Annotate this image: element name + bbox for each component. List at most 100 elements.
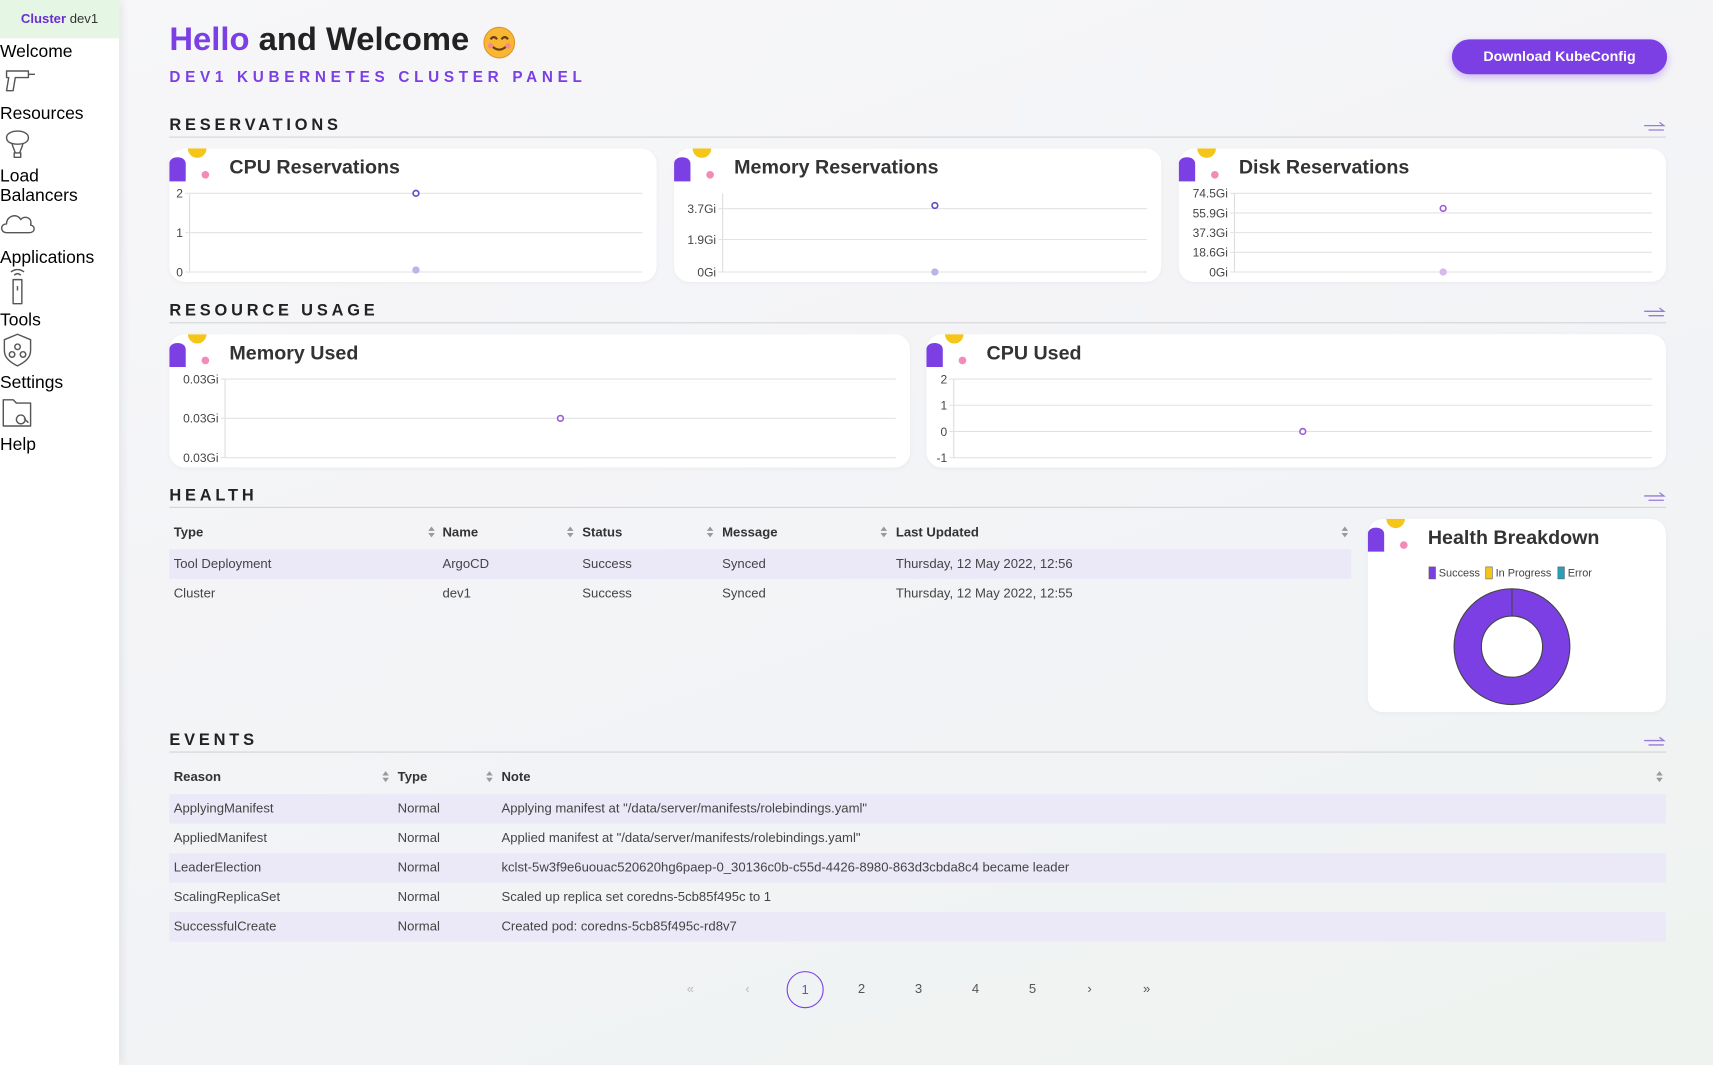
- y-tick-label: 74.5Gi: [1193, 187, 1228, 201]
- table-cell: Normal: [397, 859, 440, 875]
- sort-icon[interactable]: [381, 769, 390, 784]
- nav-item[interactable]: Tools: [0, 268, 119, 331]
- chart-title: Memory Reservations: [734, 156, 939, 179]
- icon-shape: [10, 268, 25, 305]
- icon-shape: [0, 215, 35, 234]
- page-button[interactable]: ›: [1087, 980, 1092, 997]
- deco-dot: [201, 170, 210, 179]
- card-decoration: [674, 148, 714, 182]
- icon-shape: [1644, 121, 1666, 131]
- sort-icon[interactable]: [566, 524, 575, 539]
- smile-emoji: [483, 26, 516, 59]
- section-title: HEALTH: [169, 486, 258, 505]
- nav-icon: [10, 268, 25, 305]
- y-tick-label: 55.9Gi: [1193, 206, 1228, 220]
- chart-card: Memory Used 0.03Gi 0.03Gi 0.03Gi: [169, 334, 911, 468]
- deco-sun: [1197, 148, 1216, 158]
- chart: 0 1 2: [176, 187, 643, 279]
- download-kubeconfig-button[interactable]: Download KubeConfig: [1451, 39, 1668, 75]
- icon-shape: [5, 130, 30, 159]
- y-tick-label: 18.6Gi: [1193, 246, 1228, 260]
- nav-item[interactable]: Help: [0, 393, 119, 455]
- nav-item[interactable]: Load Balancers: [0, 125, 119, 207]
- table-cell: Scaled up replica set coredns-5cb85f495c…: [501, 889, 772, 905]
- chart-card: CPU Used -1 0 1 2: [926, 334, 1667, 468]
- table-cell: ScalingReplicaSet: [173, 889, 281, 905]
- section-title: EVENTS: [169, 730, 258, 750]
- legend-swatch: [1557, 566, 1565, 580]
- table-cell: Created pod: coredns-5cb85f495c-rd8v7: [501, 918, 737, 934]
- y-tick-label: 1: [940, 399, 947, 413]
- table-cell: ArgoCD: [442, 555, 490, 572]
- health-donut: Success In Progress Error: [1428, 566, 1592, 706]
- data-point: [1439, 268, 1447, 276]
- subtitle: DEV1 KUBERNETES CLUSTER PANEL: [169, 67, 587, 86]
- chart-card: CPU Reservations 0 1 2: [169, 148, 657, 282]
- sort-icon[interactable]: [706, 524, 715, 539]
- nav-label: Resources: [0, 104, 84, 124]
- nav-label: Welcome: [0, 42, 73, 62]
- page-button[interactable]: »: [1142, 980, 1151, 997]
- page-button[interactable]: ‹: [745, 980, 750, 997]
- deco-sun: [1386, 518, 1405, 529]
- page-button[interactable]: 1: [786, 971, 824, 1009]
- collapse-icon[interactable]: [1642, 490, 1668, 503]
- collapse-icon[interactable]: [1642, 120, 1668, 133]
- sort-icon[interactable]: [427, 524, 436, 539]
- page-button[interactable]: 2: [857, 980, 866, 997]
- table-cell: Synced: [722, 585, 766, 601]
- nav-item[interactable]: Settings: [0, 331, 119, 393]
- y-tick-label: 3.7Gi: [687, 202, 716, 216]
- collapse-icon[interactable]: [1642, 306, 1668, 319]
- nav-item[interactable]: Resources: [0, 62, 119, 124]
- table-cell: Normal: [397, 889, 440, 905]
- page-button[interactable]: 4: [971, 980, 980, 997]
- cluster-badge: Cluster dev1: [0, 0, 120, 39]
- sort-icon[interactable]: [879, 524, 888, 539]
- page-button[interactable]: 3: [914, 980, 923, 997]
- column-header: Type: [397, 768, 428, 785]
- row-highlight: [169, 853, 1667, 883]
- page-button[interactable]: «: [686, 980, 695, 997]
- health-breakdown-card: Health Breakdown Success In Progress Error: [1367, 518, 1667, 713]
- icon-shape: [1644, 307, 1666, 317]
- column-header: Message: [722, 524, 778, 540]
- column-header: Reason: [173, 768, 222, 785]
- deco-sun: [187, 334, 207, 344]
- hello: Hello: [169, 21, 250, 58]
- section-divider: [169, 751, 1667, 753]
- table-cell: Thursday, 12 May 2022, 12:56: [895, 555, 1073, 572]
- y-tick-label: 37.3Gi: [1193, 226, 1228, 240]
- sort-icon[interactable]: [485, 769, 494, 784]
- nav-label: Load Balancers: [0, 167, 78, 206]
- nav-item[interactable]: Applications: [0, 206, 119, 268]
- table-cell: Cluster: [173, 585, 216, 601]
- sort-icon[interactable]: [1340, 524, 1349, 539]
- y-tick-label: 0: [176, 265, 183, 279]
- card-decoration: [169, 148, 210, 182]
- deco-sun: [692, 148, 712, 158]
- icon-shape: [1644, 736, 1666, 746]
- icon-shape: [2, 399, 32, 427]
- deco-dot: [201, 356, 210, 365]
- nav-icon: [5, 130, 30, 159]
- card-decoration: [1367, 518, 1408, 552]
- page-button[interactable]: 5: [1028, 980, 1037, 997]
- collapse-icon[interactable]: [1642, 735, 1668, 748]
- column-header: Type: [173, 524, 204, 540]
- sort-icon[interactable]: [1655, 769, 1664, 784]
- nav-icon: [2, 399, 32, 427]
- data-point: [931, 268, 939, 276]
- icon-shape: [880, 526, 888, 538]
- nav-icon: [5, 70, 35, 92]
- icon-shape: [3, 333, 32, 367]
- y-tick-label: 0.03Gi: [183, 372, 218, 386]
- cluster-label: Cluster: [20, 10, 67, 27]
- icon-shape: [566, 526, 574, 538]
- table-cell: dev1: [442, 585, 471, 601]
- chart: 0.03Gi 0.03Gi 0.03Gi: [183, 372, 896, 465]
- icon-shape: [706, 526, 714, 538]
- nav: Welcome Resources Load Balancers Applicatio…: [0, 0, 119, 455]
